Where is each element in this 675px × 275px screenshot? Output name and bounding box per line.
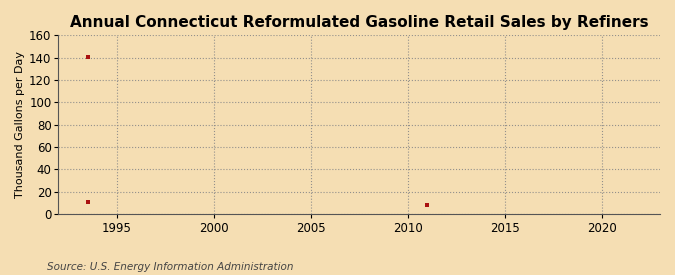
Text: Source: U.S. Energy Information Administration: Source: U.S. Energy Information Administ… [47, 262, 294, 272]
Title: Annual Connecticut Reformulated Gasoline Retail Sales by Refiners: Annual Connecticut Reformulated Gasoline… [70, 15, 649, 30]
Y-axis label: Thousand Gallons per Day: Thousand Gallons per Day [15, 51, 25, 198]
